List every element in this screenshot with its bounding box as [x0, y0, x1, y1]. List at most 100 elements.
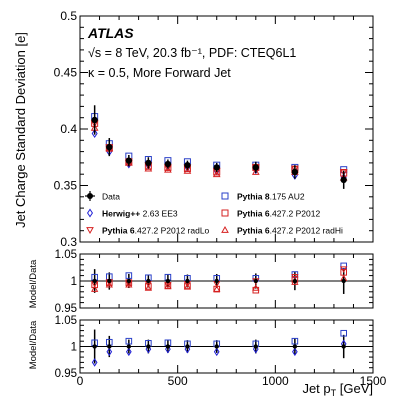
ratio-data-point: [292, 344, 298, 349]
legend-label: Pythia 8.175 AU2: [237, 192, 305, 202]
ratio-point-pythia-8-175-au2: [340, 329, 347, 337]
legend-label: Data: [102, 192, 120, 202]
x-tick-label: 500: [168, 374, 188, 388]
y-tick-label: 0.3: [60, 235, 77, 249]
ratio-data-point: [126, 278, 132, 284]
y-axis-label: Jet Charge Standard Deviation [e]: [13, 32, 28, 228]
legend-marker: [86, 227, 94, 235]
ratio-point-pythia-8-175-au2: [125, 272, 133, 279]
axis-labels: Jet Charge Standard Deviation [e] Model/…: [13, 32, 373, 398]
ratio-point-herwig-2-63-ee3: [106, 347, 113, 357]
y-tick-label: 0.4: [60, 122, 77, 136]
ratio-data-point: [146, 278, 151, 284]
ratio-point-pythia-6-427-2-p2012-radhi: [183, 283, 192, 290]
ratio-point-pythia-6-427-2-p2012-radhi: [252, 284, 260, 291]
point-data: [125, 157, 133, 164]
ratio-data-point: [107, 278, 112, 284]
y-tick-label: 1.05: [55, 315, 77, 327]
legend-label-rest: .427.2 P2012 radHi: [270, 226, 343, 236]
point-data: [145, 159, 152, 167]
ratio-data-point: [253, 344, 258, 349]
x-axis-label: Jet pT [GeV]: [302, 381, 373, 398]
ratio-point-pythia-6-427-2-p2012-radhi: [125, 280, 133, 288]
legend-label: Herwig++ 2.63 EE3: [102, 209, 178, 219]
point-pythia-6-427-2-p2012-radhi: [251, 167, 260, 175]
x-tick-label: 1000: [262, 374, 289, 388]
point-pythia-6-427-2-p2012-radhi: [212, 170, 221, 178]
ratio-data-point: [292, 278, 298, 284]
legend-label-rest: .427.2 P2012 radLo: [135, 226, 210, 236]
ratio-point-pythia-6-427-2-p2012-radhi: [164, 282, 172, 290]
legend-marker: [221, 209, 229, 217]
ratio-data-point: [341, 344, 346, 349]
ratio-axis-label-2: Model/Data: [28, 320, 39, 369]
ratio-data-point: [214, 344, 219, 349]
ratio-point-pythia-8-175-au2: [340, 262, 347, 270]
y-tick-label: 0.95: [55, 303, 77, 315]
point-data: [91, 116, 98, 124]
ratio-data-point: [126, 344, 132, 349]
legend-label-bold: Pythia 6: [237, 209, 270, 219]
ratio-data-point: [107, 344, 112, 349]
ratio-point-pythia-6-427-2-p2012-radhi: [91, 285, 99, 292]
point-data: [164, 160, 172, 168]
point-data: [291, 168, 299, 176]
legend-label-rest: .427.2 P2012: [270, 209, 321, 219]
ratio-point-pythia-6-427-2-p2012-radhi: [144, 284, 153, 291]
y-tick-label: 1: [71, 342, 77, 354]
point-pythia-6-427-2-p2012-radhi: [164, 165, 172, 173]
ratio-data-point: [341, 278, 346, 284]
x-tick-label: 0: [77, 374, 84, 388]
annotation-line-2: κ = 0.5, More Forward Jet: [88, 66, 231, 80]
legend-label-rest: .175 AU2: [270, 192, 305, 202]
point-data: [340, 176, 347, 184]
point-herwig-2-63-ee3: [91, 129, 98, 139]
legend-marker: [221, 192, 229, 200]
ratio-point-herwig-2-63-ee3: [213, 347, 220, 357]
ratio-point-pythia-8-175-au2: [125, 337, 133, 345]
y-tick-label: 0.5: [60, 9, 77, 23]
main-panel: 0.3 0.35 0.4 0.45 0.5: [54, 9, 374, 249]
ratio-point-pythia-6-427-2-p2012-radhi: [105, 280, 113, 288]
point-data: [184, 161, 191, 169]
atlas-label: ATLAS: [87, 25, 134, 41]
ratio-data-point: [92, 344, 97, 349]
ratio-panel-1: 0.95 1 1.05: [55, 249, 374, 315]
legend-label: Pythia 6.427.2 P2012 radHi: [237, 226, 343, 236]
legend: Data Pythia 8.175 AU2 Herwig++ 2.63 EE3 Pyt…: [85, 191, 343, 236]
ratio-point-pythia-6-427-2-p2012: [145, 283, 152, 290]
legend-label-rest: Data: [102, 192, 120, 202]
legend-label: Pythia 6.427.2 P2012 radLo: [102, 226, 210, 236]
ratio-data-point: [185, 344, 190, 349]
point-data: [213, 164, 220, 171]
ratio-point-pythia-6-427-2-p2012-radhi: [213, 285, 221, 292]
legend-label-bold: Pythia 6: [237, 226, 270, 236]
y-tick-label: 1.05: [55, 249, 77, 261]
legend-marker: [87, 193, 93, 199]
legend-label-rest: 2.63 EE3: [140, 209, 178, 219]
point-data: [106, 143, 113, 151]
ratio-data-point: [165, 278, 171, 284]
y-tick-label: 0.35: [54, 179, 78, 193]
annotation-line-1: √s = 8 TeV, 20.3 fb⁻¹, PDF: CTEQ6L1: [88, 46, 296, 60]
ratio-point-pythia-6-427-2-p2012-radlo: [291, 273, 299, 281]
point-data: [252, 164, 259, 171]
y-tick-label: 1: [71, 276, 77, 288]
legend-marker: [86, 208, 94, 218]
y-tick-label: 0.45: [54, 66, 78, 80]
ratio-point-pythia-6-427-2-p2012-radlo: [340, 266, 348, 273]
ratio-panel-2: 0 500 1000 1500 0.95 1 1.05: [55, 315, 387, 388]
ratio-data-point: [146, 344, 151, 349]
ratio-data-point: [92, 278, 97, 284]
ratio-data-point: [214, 278, 219, 284]
legend-label-bold: Pythia 6: [102, 226, 135, 236]
point-pythia-6-427-2-p2012-radlo: [339, 169, 348, 176]
ratio-point-herwig-2-63-ee3: [91, 358, 98, 367]
ratio-data-point: [185, 278, 190, 284]
ratio-point-pythia-8-175-au2: [291, 337, 299, 345]
ratio-point-herwig-2-63-ee3: [125, 347, 132, 357]
ratio-axis-label-1: Model/Data: [28, 259, 39, 308]
x-tick-label: 1500: [360, 374, 387, 388]
ratio-data-point: [253, 278, 258, 284]
